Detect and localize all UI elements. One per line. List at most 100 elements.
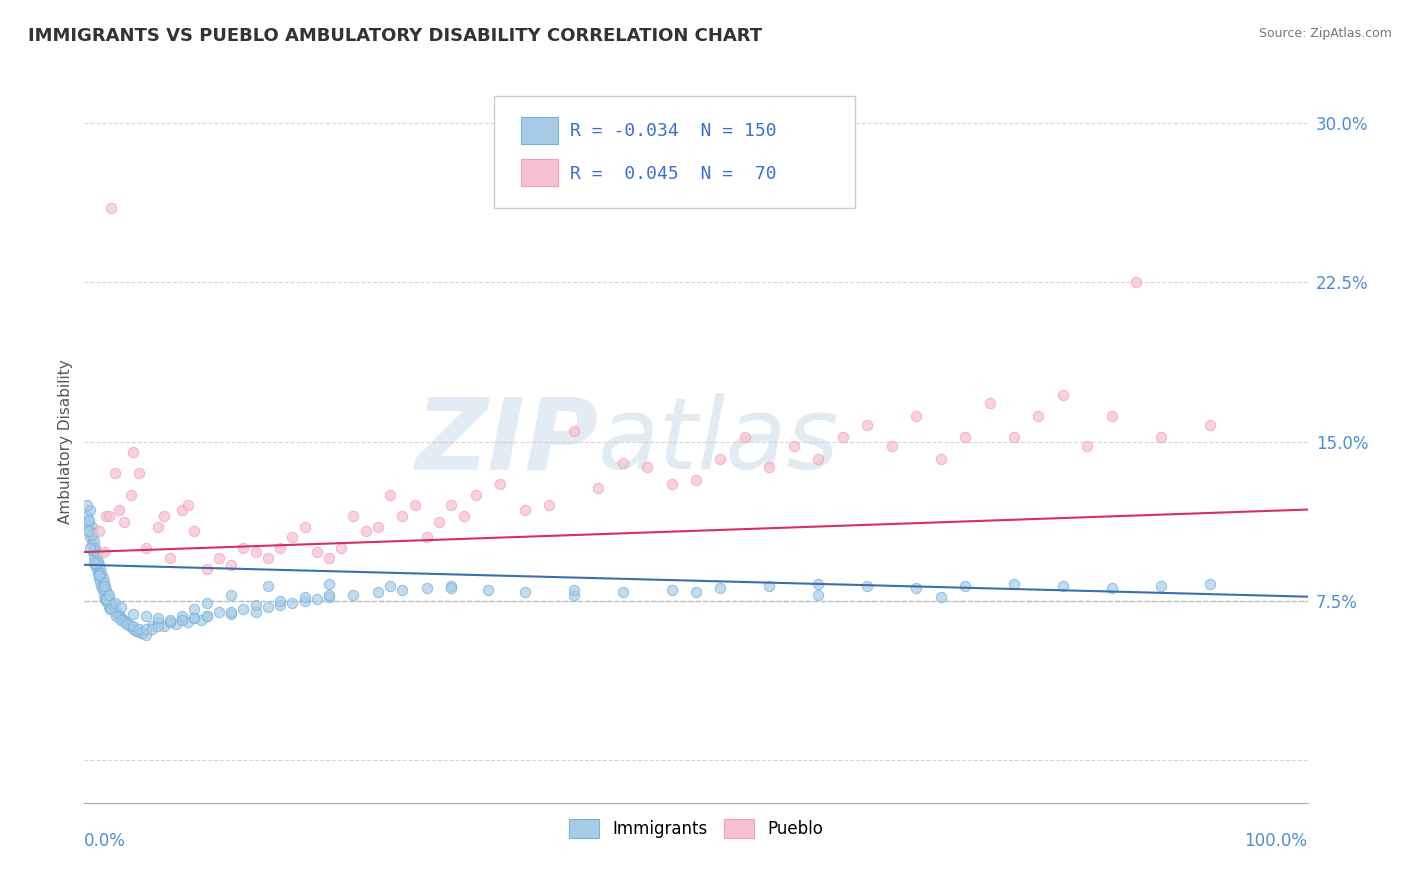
Point	[342, 508, 364, 523]
Point	[118, 619, 141, 633]
Point	[159, 613, 181, 627]
Point	[305, 591, 328, 606]
Point	[880, 439, 903, 453]
Point	[562, 583, 585, 598]
Point	[141, 622, 163, 636]
Point	[76, 498, 98, 512]
Point	[294, 590, 316, 604]
Point	[96, 591, 118, 606]
Point	[79, 502, 101, 516]
Point	[93, 588, 115, 602]
Point	[856, 579, 879, 593]
Point	[190, 613, 212, 627]
Point	[94, 591, 117, 606]
Point	[245, 598, 267, 612]
Point	[97, 591, 120, 606]
Point	[440, 581, 463, 595]
Point	[107, 502, 129, 516]
Point	[96, 594, 118, 608]
Point	[96, 508, 118, 523]
Point	[172, 613, 194, 627]
Point	[97, 508, 120, 523]
Point	[208, 551, 231, 566]
Point	[83, 542, 105, 557]
Point	[135, 628, 157, 642]
Point	[416, 581, 439, 595]
Point	[709, 581, 731, 595]
Point	[245, 605, 267, 619]
Point	[110, 613, 132, 627]
Point	[477, 583, 499, 598]
Point	[1125, 275, 1147, 289]
Point	[82, 545, 104, 559]
Text: atlas: atlas	[598, 393, 839, 490]
Point	[183, 602, 205, 616]
Point	[464, 488, 486, 502]
Point	[586, 481, 609, 495]
Point	[195, 562, 218, 576]
Point	[153, 619, 176, 633]
Point	[367, 585, 389, 599]
Point	[100, 201, 122, 215]
Point	[77, 522, 100, 536]
Point	[77, 513, 100, 527]
Point	[685, 473, 707, 487]
Point	[105, 608, 128, 623]
Point	[86, 547, 108, 561]
Point	[100, 596, 122, 610]
Point	[146, 615, 169, 630]
Point	[709, 451, 731, 466]
Point	[294, 594, 316, 608]
Point	[905, 409, 928, 423]
Point	[427, 516, 450, 530]
Point	[929, 451, 952, 466]
Point	[905, 581, 928, 595]
Point	[105, 605, 128, 619]
Point	[219, 605, 242, 619]
Point	[172, 502, 194, 516]
Point	[94, 579, 117, 593]
Point	[195, 608, 218, 623]
Point	[318, 551, 340, 566]
Point	[219, 558, 242, 572]
Point	[86, 556, 108, 570]
Point	[513, 585, 536, 599]
Point	[96, 583, 118, 598]
Point	[1198, 577, 1220, 591]
Point	[183, 524, 205, 538]
Point	[90, 579, 112, 593]
Point	[87, 566, 110, 581]
Text: R = -0.034  N = 150: R = -0.034 N = 150	[569, 121, 776, 140]
Point	[177, 615, 200, 630]
Point	[146, 611, 169, 625]
Point	[318, 577, 340, 591]
Point	[110, 600, 132, 615]
Point	[612, 456, 634, 470]
Point	[114, 615, 136, 630]
Text: Source: ZipAtlas.com: Source: ZipAtlas.com	[1258, 27, 1392, 40]
Point	[122, 607, 145, 621]
Point	[83, 534, 105, 549]
Point	[330, 541, 353, 555]
Point	[661, 477, 683, 491]
Point	[80, 528, 103, 542]
Legend: Immigrants, Pueblo: Immigrants, Pueblo	[562, 813, 830, 845]
Point	[856, 417, 879, 432]
Point	[87, 558, 110, 572]
Point	[115, 615, 138, 630]
Point	[269, 541, 291, 555]
Point	[1028, 409, 1050, 423]
Point	[172, 613, 194, 627]
Point	[232, 602, 254, 616]
Point	[183, 611, 205, 625]
Point	[953, 430, 976, 444]
Point	[82, 525, 104, 540]
Point	[758, 460, 780, 475]
Point	[1101, 581, 1123, 595]
Point	[538, 498, 561, 512]
Point	[103, 600, 125, 615]
Point	[257, 579, 280, 593]
Point	[783, 439, 806, 453]
Point	[135, 622, 157, 636]
Point	[117, 617, 139, 632]
